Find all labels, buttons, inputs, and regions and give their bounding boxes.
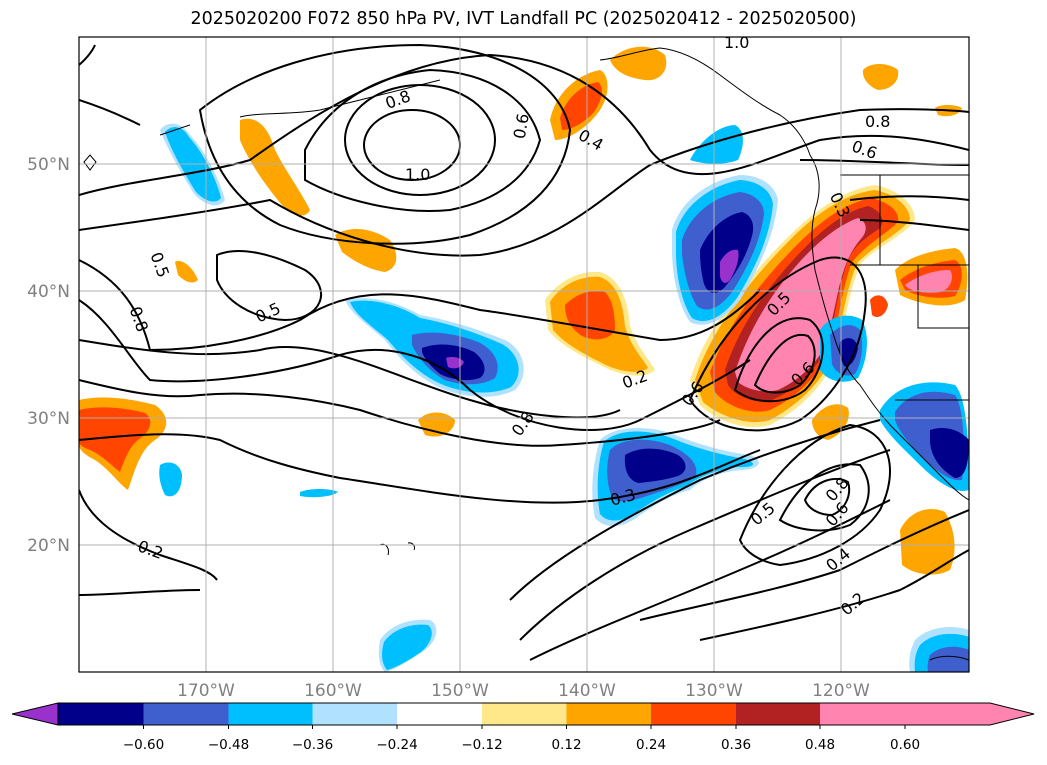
colorbar-tick-label: −0.48 bbox=[208, 737, 249, 753]
gridlines bbox=[79, 37, 969, 672]
lat-label: 50°N bbox=[27, 155, 70, 175]
colorbar-bin bbox=[482, 703, 567, 725]
colorbar-tick-label: −0.36 bbox=[292, 737, 333, 753]
lon-label: 140°W bbox=[558, 681, 616, 701]
colorbar-tick-label: −0.12 bbox=[461, 737, 502, 753]
contour-label: 0.6 bbox=[510, 112, 533, 140]
colorbar-bin bbox=[228, 703, 313, 725]
colorbar-bin bbox=[58, 703, 144, 725]
colorbar-tick-label: 0.48 bbox=[805, 737, 835, 753]
colorbar-bin bbox=[566, 703, 651, 725]
colorbar-bin bbox=[143, 703, 229, 725]
colorbar-tick-label: −0.60 bbox=[123, 737, 164, 753]
colorbar-bin bbox=[397, 703, 482, 725]
contour-label: 0.8 bbox=[865, 112, 890, 131]
lat-label: 40°N bbox=[27, 282, 70, 302]
colorbar-tick-label: 0.36 bbox=[721, 737, 751, 753]
colorbar-tick-label: 0.24 bbox=[636, 737, 666, 753]
lon-label: 160°W bbox=[304, 681, 362, 701]
lon-label: 120°W bbox=[812, 681, 870, 701]
colorbar-tick-label: 0.60 bbox=[890, 737, 920, 753]
lat-label: 20°N bbox=[27, 536, 70, 556]
colorbar-extend-max bbox=[905, 703, 1034, 725]
lon-label: 170°W bbox=[177, 681, 235, 701]
colorbar-bin bbox=[820, 703, 905, 725]
colorbar-bin bbox=[651, 703, 736, 725]
map-title: 2025020200 F072 850 hPa PV, IVT Landfall… bbox=[190, 9, 857, 29]
plot-frame bbox=[78, 36, 970, 673]
coastlines bbox=[83, 47, 969, 661]
shaded-field bbox=[79, 46, 969, 672]
colorbar-tick-label: 0.12 bbox=[551, 737, 581, 753]
contour-lines bbox=[79, 43, 969, 661]
lon-label: 150°W bbox=[431, 681, 489, 701]
colorbar-bin bbox=[736, 703, 820, 725]
lon-label: 130°W bbox=[685, 681, 743, 701]
colorbar-tick-label: −0.24 bbox=[376, 737, 417, 753]
lon-axis-labels: 170°W 160°W 150°W 140°W 130°W 120°W bbox=[177, 681, 870, 701]
lat-label: 30°N bbox=[27, 409, 70, 429]
contour-label: 1.0 bbox=[724, 33, 749, 52]
colorbar-bin bbox=[312, 703, 397, 725]
contour-label: 1.0 bbox=[405, 165, 430, 184]
colorbar: −0.60 −0.48 −0.36 −0.24 −0.12 0.12 0.24 … bbox=[11, 702, 1035, 753]
lat-axis-labels: 20°N 30°N 40°N 50°N bbox=[27, 155, 70, 556]
colorbar-extend-min bbox=[11, 702, 59, 726]
